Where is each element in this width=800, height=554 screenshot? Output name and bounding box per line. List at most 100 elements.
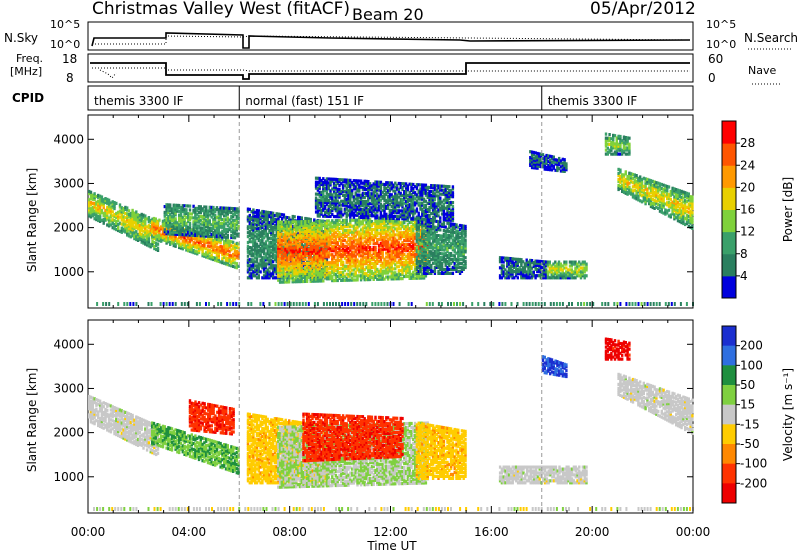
power-cell	[113, 201, 116, 205]
power-cell	[271, 219, 275, 223]
power-cell	[190, 246, 193, 250]
power-cell	[322, 275, 325, 279]
power-cell	[284, 260, 287, 264]
power-cell	[296, 264, 300, 268]
power-cell	[311, 271, 314, 275]
power-cell	[300, 262, 303, 266]
power-cell	[271, 276, 275, 280]
power-cell	[282, 270, 285, 274]
power-cell	[124, 216, 127, 220]
power-cell	[154, 233, 157, 237]
power-cell	[277, 258, 280, 262]
power-cell	[197, 220, 201, 224]
power-cell	[201, 237, 204, 241]
power-cell	[336, 251, 339, 255]
power-cell	[307, 251, 311, 255]
power-cell	[334, 269, 338, 273]
power-cell	[343, 238, 347, 242]
power-cell	[170, 222, 174, 226]
power-cell	[341, 218, 345, 223]
power-cell	[329, 261, 332, 265]
power-cell	[250, 276, 253, 280]
power-cell	[95, 208, 98, 212]
power-cell	[183, 239, 186, 244]
power-cell	[217, 210, 220, 214]
power-cell	[97, 218, 100, 223]
power-cell	[280, 226, 284, 230]
power-cell	[208, 209, 211, 213]
power-cell	[169, 237, 172, 241]
power-cell	[257, 236, 260, 240]
power-cell	[124, 222, 127, 226]
power-cell	[167, 209, 170, 213]
power-cell	[347, 274, 350, 278]
power-cell	[304, 273, 307, 277]
power-cell	[341, 230, 345, 235]
power-cell	[331, 267, 334, 271]
power-cell	[179, 221, 183, 225]
power-cell	[136, 227, 140, 231]
power-cell	[201, 243, 204, 248]
power-cell	[318, 243, 321, 247]
power-cell	[187, 247, 190, 251]
power-cell	[318, 241, 321, 245]
power-cell	[140, 226, 143, 230]
power-cell	[254, 222, 257, 226]
power-cell	[338, 272, 341, 276]
power-cell	[323, 267, 327, 271]
power-cell	[271, 252, 275, 256]
power-cell	[235, 220, 238, 224]
power-cell	[332, 229, 336, 233]
power-cell	[341, 276, 345, 280]
power-cell	[100, 209, 104, 213]
power-cell	[235, 262, 238, 266]
power-cell	[252, 212, 255, 216]
power-cell	[262, 242, 266, 246]
power-cell	[144, 226, 147, 230]
power-cell	[271, 237, 275, 242]
power-cell	[271, 241, 275, 246]
power-cell	[307, 217, 311, 221]
power-cell	[331, 265, 334, 269]
power-cell	[215, 257, 219, 261]
power-cell	[313, 235, 316, 239]
power-cell	[178, 213, 181, 217]
power-cell	[305, 261, 309, 265]
power-cell	[255, 254, 259, 258]
power-cell	[270, 264, 273, 268]
power-cell	[329, 271, 332, 275]
power-cell	[223, 229, 226, 233]
power-cell	[340, 232, 343, 237]
power-cell	[226, 216, 229, 220]
power-cell	[147, 232, 151, 236]
power-cell	[135, 224, 138, 228]
power-cell	[190, 228, 193, 232]
power-cell	[126, 225, 129, 229]
power-cell	[304, 279, 307, 283]
power-cell	[313, 279, 316, 283]
power-cell	[307, 237, 311, 241]
power-cell	[334, 247, 338, 251]
power-cell	[286, 260, 289, 264]
power-cell	[196, 236, 199, 240]
power-cell	[224, 214, 228, 218]
power-cell	[327, 245, 330, 249]
power-cell	[296, 274, 300, 278]
power-cell	[210, 223, 213, 227]
power-cell	[334, 245, 338, 249]
power-cell	[248, 230, 251, 234]
power-cell	[255, 218, 259, 223]
power-cell	[270, 219, 273, 223]
power-cell	[176, 230, 179, 234]
power-cell	[212, 231, 215, 235]
power-cell	[228, 253, 231, 257]
power-cell	[268, 242, 271, 246]
power-cell	[98, 212, 102, 216]
power-cell	[147, 218, 151, 222]
power-cell	[349, 278, 352, 282]
power-cell	[158, 236, 161, 241]
power-cell	[250, 236, 253, 240]
power-cell	[147, 216, 151, 220]
power-cell	[205, 211, 208, 215]
power-cell	[314, 277, 318, 281]
